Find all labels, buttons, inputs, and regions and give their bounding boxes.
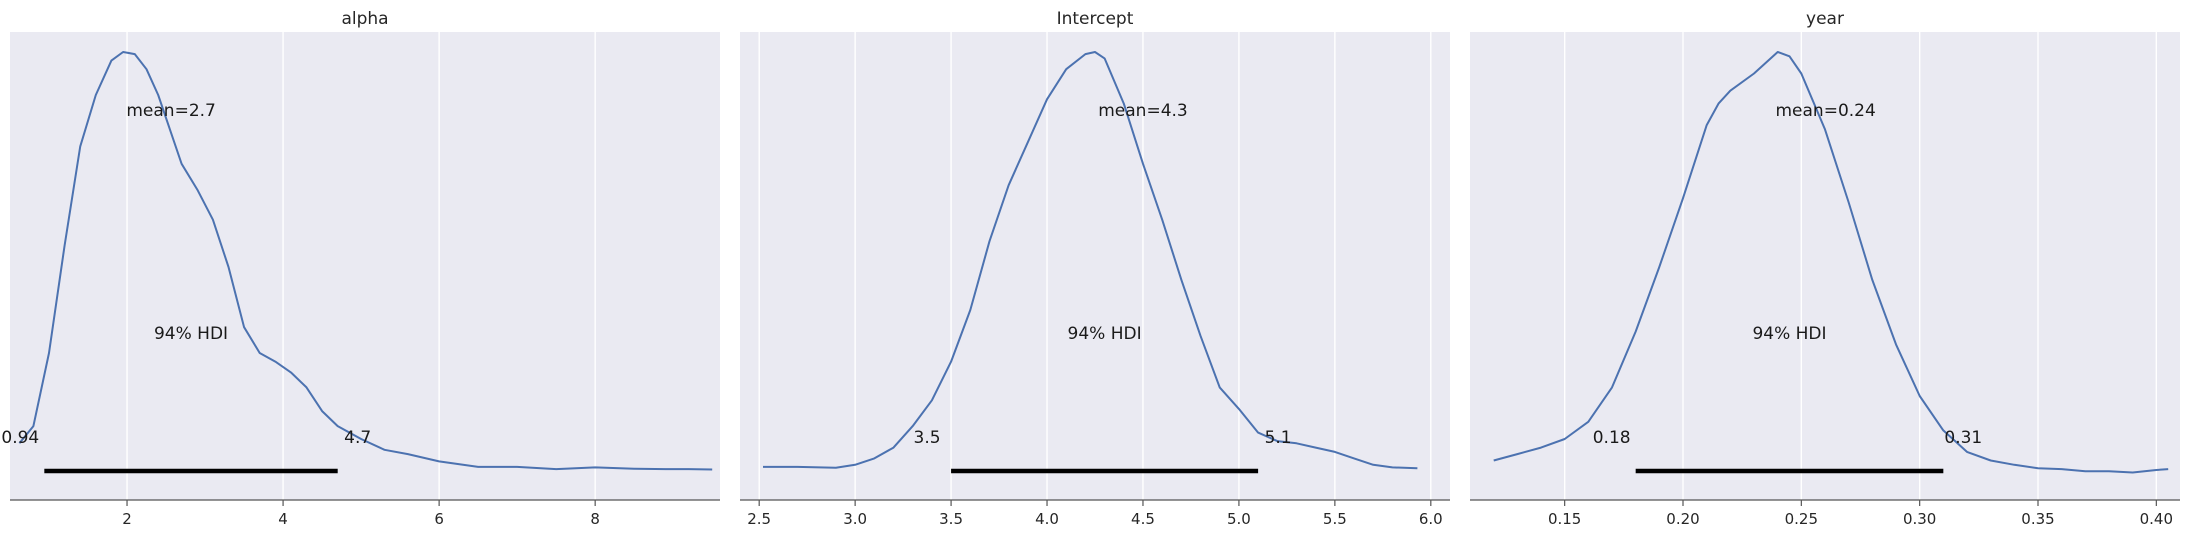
hdi-label: 94% HDI xyxy=(1068,324,1142,344)
panel-title: year xyxy=(1806,9,1844,29)
hdi-label: 94% HDI xyxy=(154,324,228,344)
x-tick-label: 2 xyxy=(122,510,132,528)
panel-alpha: 2 4 6 8 alpha mean=2.7 94% HDI 0.94 4.7 xyxy=(1,9,720,528)
hdi-lower-label: 0.94 xyxy=(1,428,39,448)
x-tick-label: 0.35 xyxy=(2021,510,2054,528)
mean-label: mean=0.24 xyxy=(1776,101,1876,121)
plot-area xyxy=(10,32,720,500)
x-tick-label: 0.20 xyxy=(1666,510,1699,528)
hdi-lower-label: 3.5 xyxy=(914,428,941,448)
panel-title: Intercept xyxy=(1057,9,1134,29)
x-tick-label: 0.15 xyxy=(1548,510,1581,528)
panel-intercept: 2.5 3.0 3.5 4.0 4.5 5.0 5.5 6.0 Intercept mean=4.… xyxy=(740,9,1450,528)
x-tick-label: 0.25 xyxy=(1785,510,1818,528)
x-tick-label: 3.5 xyxy=(939,510,963,528)
x-tick-label: 4 xyxy=(278,510,288,528)
x-tick-label: 2.5 xyxy=(747,510,771,528)
x-tick-label: 4.0 xyxy=(1035,510,1059,528)
x-tick-label: 0.40 xyxy=(2140,510,2173,528)
density-curve xyxy=(763,51,1418,470)
x-tick-label: 6 xyxy=(434,510,444,528)
density-curve xyxy=(18,51,713,471)
mean-label: mean=4.3 xyxy=(1098,101,1188,121)
hdi-lower-label: 0.18 xyxy=(1593,428,1631,448)
x-tick-label: 4.5 xyxy=(1131,510,1155,528)
hdi-label: 94% HDI xyxy=(1752,324,1826,344)
x-tick-label: 5.0 xyxy=(1227,510,1251,528)
plot-area xyxy=(740,32,1450,500)
density-curve xyxy=(1493,51,2169,474)
x-tick-label: 5.5 xyxy=(1323,510,1347,528)
x-tick-label: 0.30 xyxy=(1903,510,1936,528)
panel-title: alpha xyxy=(341,9,388,29)
hdi-upper-label: 5.1 xyxy=(1265,428,1292,448)
x-tick-label: 8 xyxy=(590,510,600,528)
hdi-upper-label: 4.7 xyxy=(344,428,371,448)
x-tick-label: 3.0 xyxy=(843,510,867,528)
x-tick-label: 6.0 xyxy=(1419,510,1443,528)
mean-label: mean=2.7 xyxy=(126,101,216,121)
panel-year: 0.15 0.20 0.25 0.30 0.35 0.40 year mean=0.24 94%… xyxy=(1470,9,2180,528)
hdi-upper-label: 0.31 xyxy=(1944,428,1982,448)
